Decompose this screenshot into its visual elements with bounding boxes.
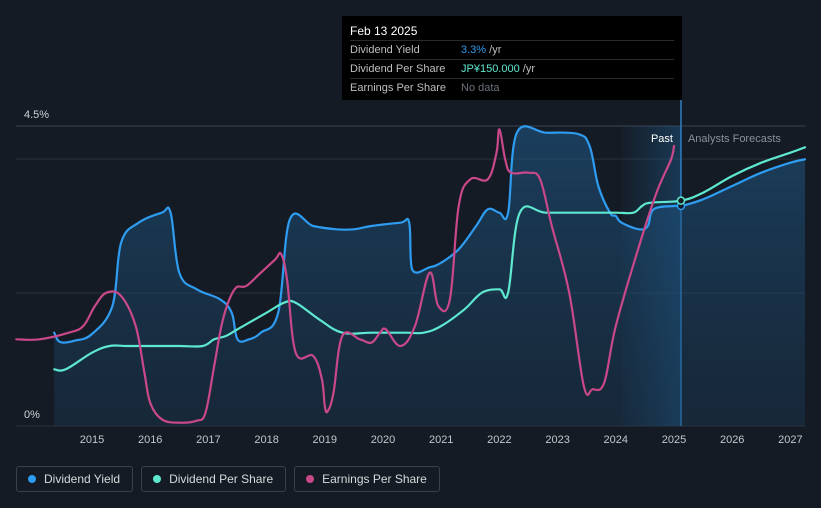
- x-tick-label: 2021: [429, 434, 453, 446]
- legend: Dividend Yield Dividend Per Share Earnin…: [16, 466, 440, 492]
- analysts-forecasts-label: Analysts Forecasts: [688, 133, 781, 145]
- tooltip-label: Dividend Yield: [350, 44, 420, 56]
- tooltip-date: Feb 13 2025: [350, 24, 418, 38]
- y-tick-label: 4.5%: [24, 109, 49, 121]
- yield-area: [54, 126, 805, 426]
- legend-label: Dividend Yield: [44, 472, 121, 486]
- tooltip-unit: /yr: [519, 63, 535, 75]
- x-tick-label: 2024: [604, 434, 628, 446]
- tooltip-label: Dividend Per Share: [350, 63, 446, 75]
- past-label: Past: [651, 133, 673, 145]
- dividend-per-share-line: [53, 146, 807, 372]
- current-value-marker: [676, 196, 686, 205]
- tooltip-value: 3.3%: [461, 44, 487, 56]
- tooltip-value: JP¥150.000: [461, 63, 520, 75]
- x-tick-label: 2018: [254, 434, 278, 446]
- tooltip-label: Earnings Per Share: [350, 82, 446, 94]
- x-tick-label: 2025: [662, 434, 686, 446]
- legend-earnings-per-share[interactable]: Earnings Per Share: [294, 466, 440, 492]
- dividend-yield-area: [54, 126, 805, 426]
- tooltip-row-earnings-per-share: Earnings Per Share No data: [350, 78, 674, 97]
- dividend-yield-line: [53, 125, 807, 344]
- x-tick-label: 2015: [80, 434, 104, 446]
- x-tick-label: 2022: [487, 434, 511, 446]
- series-lines: [15, 125, 807, 424]
- legend-dividend-yield[interactable]: Dividend Yield: [16, 466, 134, 492]
- x-tick-label: 2019: [313, 434, 337, 446]
- x-tick-label: 2023: [545, 434, 569, 446]
- dividend-yield-dot-icon: [28, 475, 36, 483]
- legend-label: Earnings Per Share: [322, 472, 427, 486]
- tooltip-row-dividend-yield: Dividend Yield 3.3% /yr: [350, 40, 674, 59]
- legend-label: Dividend Per Share: [169, 472, 274, 486]
- tooltip-value: No data: [461, 82, 500, 94]
- x-tick-label: 2016: [138, 434, 162, 446]
- y-tick-label: 0%: [24, 409, 40, 421]
- axes: 4.5% 0% 2015 2016 2017 2018 2019 2020 2021 2022 20…: [24, 109, 803, 446]
- tooltip-unit: /yr: [486, 44, 502, 56]
- tooltip: Feb 13 2025 Dividend Yield 3.3% /yr Divi…: [342, 16, 682, 100]
- x-tick-label: 2026: [720, 434, 744, 446]
- earnings-per-share-line: [15, 128, 676, 424]
- dividend-per-share-dot-icon: [153, 475, 162, 483]
- earnings-per-share-dot-icon: [306, 475, 315, 483]
- x-tick-label: 2020: [371, 434, 395, 446]
- x-tick-label: 2017: [196, 434, 220, 446]
- tooltip-row-dividend-per-share: Dividend Per Share JP¥150.000 /yr: [350, 59, 674, 78]
- x-tick-label: 2027: [778, 434, 802, 446]
- legend-dividend-per-share[interactable]: Dividend Per Share: [141, 466, 287, 492]
